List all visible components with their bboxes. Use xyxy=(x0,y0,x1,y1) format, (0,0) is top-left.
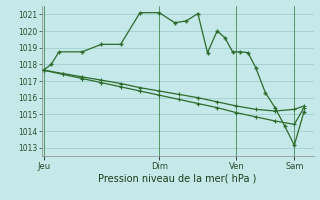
X-axis label: Pression niveau de la mer( hPa ): Pression niveau de la mer( hPa ) xyxy=(99,173,257,183)
